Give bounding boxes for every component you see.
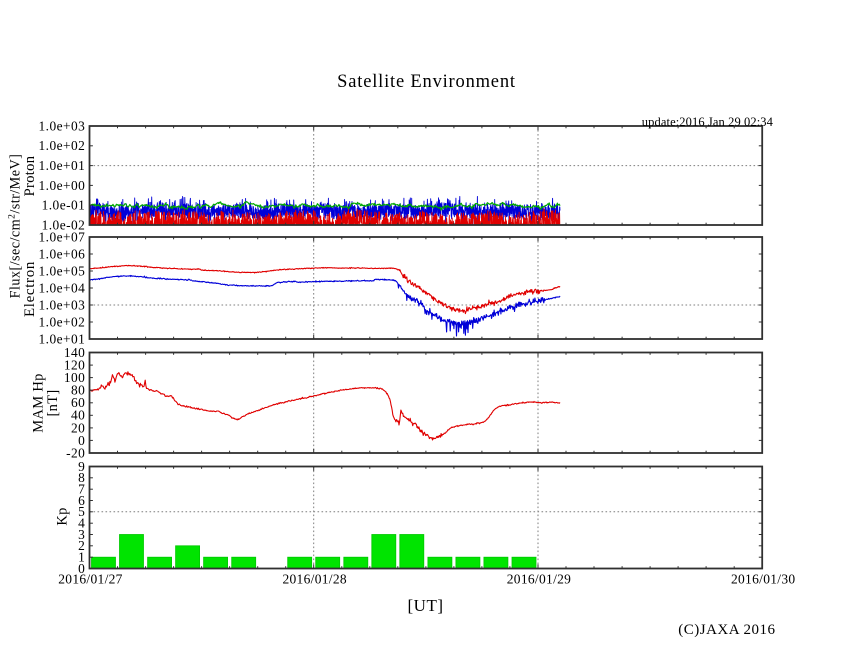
svg-text:2016/01/30: 2016/01/30 (731, 572, 796, 587)
svg-text:1.0e+06: 1.0e+06 (39, 246, 86, 261)
svg-text:MAM Hp: MAM Hp (31, 373, 47, 432)
svg-text:(C)JAXA 2016: (C)JAXA 2016 (678, 622, 775, 638)
svg-text:1.0e+04: 1.0e+04 (39, 280, 86, 295)
svg-text:100: 100 (64, 370, 85, 385)
svg-text:0: 0 (78, 433, 85, 448)
svg-text:Kp: Kp (55, 507, 71, 525)
svg-text:5: 5 (78, 504, 85, 519)
svg-text:update:2016 Jan 29 02:34: update:2016 Jan 29 02:34 (642, 115, 774, 129)
svg-text:7: 7 (78, 482, 85, 497)
svg-text:0: 0 (78, 561, 85, 576)
svg-text:2016/01/27: 2016/01/27 (58, 572, 123, 587)
svg-text:1.0e-01: 1.0e-01 (42, 198, 86, 213)
svg-text:9: 9 (78, 459, 85, 474)
svg-text:-20: -20 (66, 445, 85, 460)
svg-text:[nT]: [nT] (45, 390, 61, 417)
svg-text:2: 2 (78, 538, 85, 553)
svg-text:3: 3 (78, 527, 85, 542)
svg-text:6: 6 (78, 493, 85, 508)
svg-text:1: 1 (78, 550, 85, 565)
svg-text:1.0e+07: 1.0e+07 (39, 229, 86, 244)
svg-text:20: 20 (71, 420, 85, 435)
svg-text:1.0e-02: 1.0e-02 (42, 217, 86, 232)
svg-text:1.0e+03: 1.0e+03 (39, 297, 86, 312)
svg-text:120: 120 (64, 358, 85, 373)
svg-text:1.0e+00: 1.0e+00 (39, 178, 86, 193)
svg-text:1.0e+05: 1.0e+05 (39, 263, 86, 278)
svg-text:140: 140 (64, 345, 85, 360)
svg-text:1.0e+02: 1.0e+02 (39, 314, 86, 329)
svg-text:Satellite Environment: Satellite Environment (337, 72, 516, 92)
svg-text:1.0e+02: 1.0e+02 (39, 138, 86, 153)
svg-text:1.0e+01: 1.0e+01 (39, 158, 86, 173)
svg-text:2016/01/29: 2016/01/29 (507, 572, 572, 587)
svg-text:Proton: Proton (22, 155, 38, 196)
svg-text:1.0e+01: 1.0e+01 (39, 331, 86, 346)
svg-text:60: 60 (71, 395, 85, 410)
svg-text:80: 80 (71, 383, 85, 398)
svg-text:40: 40 (71, 408, 85, 423)
svg-text:8: 8 (78, 470, 85, 485)
svg-text:Flux[/sec/cm2/str/MeV]: Flux[/sec/cm2/str/MeV] (8, 154, 24, 299)
svg-text:1.0e+03: 1.0e+03 (39, 118, 86, 133)
svg-text:Electron: Electron (22, 261, 38, 317)
svg-text:2016/01/28: 2016/01/28 (282, 572, 347, 587)
svg-text:[UT]: [UT] (408, 596, 444, 615)
svg-text:4: 4 (78, 516, 85, 531)
